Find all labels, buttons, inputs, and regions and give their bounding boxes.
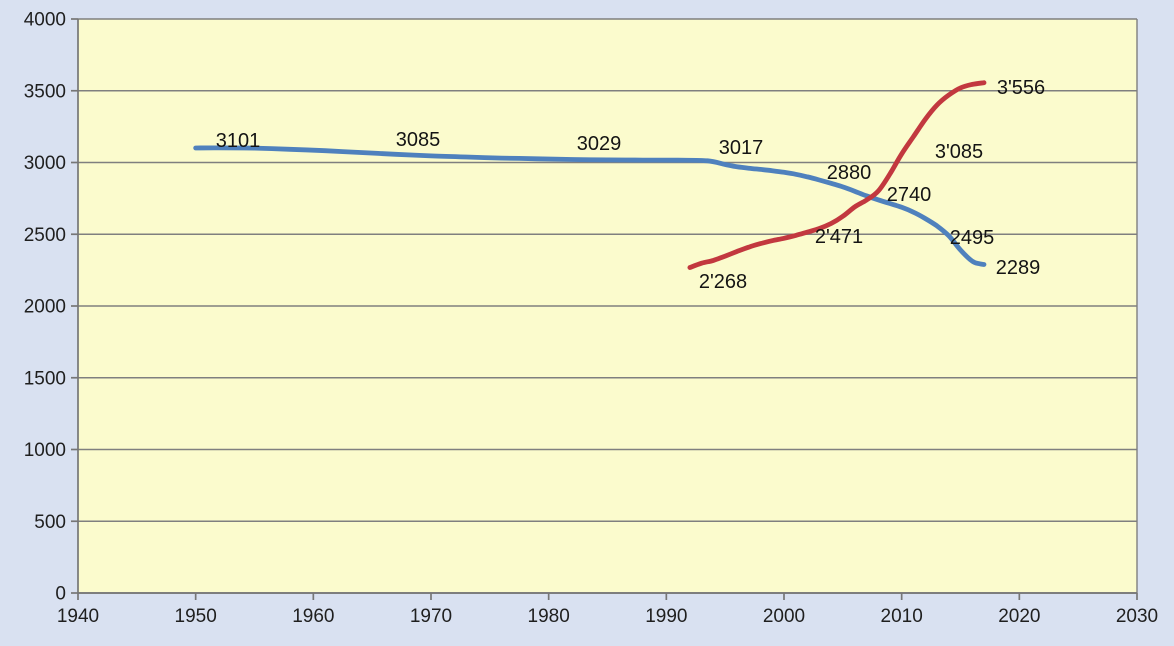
y-axis-tick-label: 1500 bbox=[24, 368, 66, 389]
series-blue-data-label: 3029 bbox=[577, 133, 622, 155]
series-blue-data-label: 2495 bbox=[950, 227, 995, 249]
x-axis-tick-label: 2000 bbox=[763, 606, 805, 627]
x-axis-tick-label: 1960 bbox=[292, 606, 334, 627]
y-axis-tick-label: 4000 bbox=[24, 10, 66, 31]
x-axis-tick-label: 2020 bbox=[998, 606, 1040, 627]
series-blue-data-label: 3085 bbox=[396, 129, 441, 151]
y-axis-tick-label: 3000 bbox=[24, 153, 66, 174]
series-red-data-label: 3'085 bbox=[935, 141, 983, 163]
y-axis-tick-label: 500 bbox=[34, 512, 66, 533]
series-red-data-label: 3'556 bbox=[997, 77, 1045, 99]
x-axis-tick-label: 2010 bbox=[881, 606, 923, 627]
x-axis-tick-label: 1980 bbox=[528, 606, 570, 627]
y-axis-tick-label: 0 bbox=[55, 584, 66, 605]
x-axis-tick-label: 1990 bbox=[645, 606, 687, 627]
series-red-data-label: 2'268 bbox=[699, 271, 747, 293]
y-axis-tick-label: 2500 bbox=[24, 225, 66, 246]
series-blue-data-label: 3101 bbox=[216, 130, 261, 152]
y-axis-tick-label: 3500 bbox=[24, 81, 66, 102]
series-red-data-label: 2'471 bbox=[815, 226, 863, 248]
y-axis-tick-label: 1000 bbox=[24, 440, 66, 461]
series-blue-data-label: 3017 bbox=[719, 137, 764, 159]
series-blue-line bbox=[193, 145, 987, 267]
x-axis-tick-label: 1970 bbox=[410, 606, 452, 627]
y-axis-tick-label: 2000 bbox=[24, 297, 66, 318]
series-red-line bbox=[687, 80, 987, 270]
series-blue-data-label: 2289 bbox=[996, 257, 1041, 279]
series-blue-data-label: 2880 bbox=[827, 162, 872, 184]
series-blue-data-label: 2740 bbox=[887, 184, 932, 206]
x-axis-tick-label: 2030 bbox=[1116, 606, 1158, 627]
x-axis-tick-label: 1950 bbox=[175, 606, 217, 627]
x-axis-tick-label: 1940 bbox=[57, 606, 99, 627]
